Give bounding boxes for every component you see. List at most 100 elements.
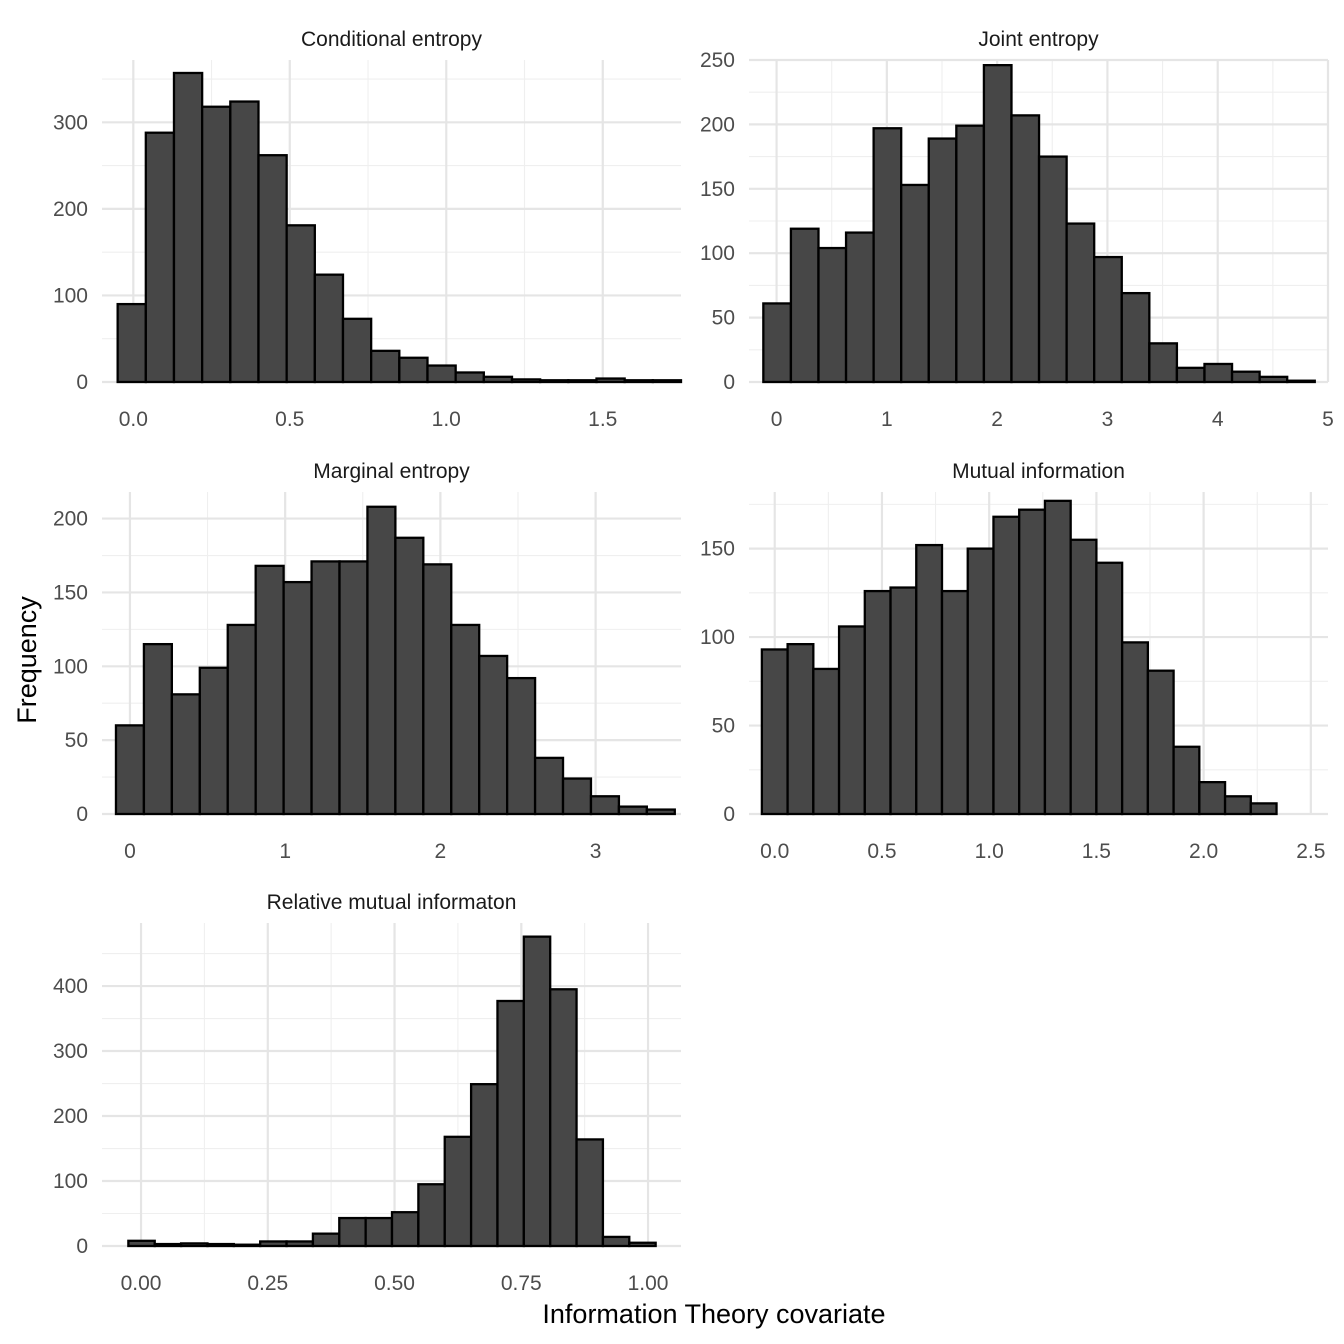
histogram-bar xyxy=(522,935,552,1248)
x-tick-label: 1.0 xyxy=(432,408,461,431)
histogram-bar xyxy=(1010,114,1041,384)
histogram-bar xyxy=(259,1240,288,1248)
x-axis-title: Information Theory covariate xyxy=(542,1299,885,1329)
histogram-bar xyxy=(628,1241,657,1248)
x-tick-label: 0.75 xyxy=(501,1272,542,1295)
y-tick-label: 0 xyxy=(76,1235,88,1258)
histogram-bar xyxy=(394,536,425,816)
y-tick-label: 50 xyxy=(712,715,735,738)
histogram-bar xyxy=(872,127,903,384)
panel-title: Mutual information xyxy=(952,460,1125,483)
histogram-bar xyxy=(313,273,345,384)
histogram-bar xyxy=(311,1232,341,1248)
histogram-bar xyxy=(172,71,204,384)
x-tick-label: 2.0 xyxy=(1189,840,1218,863)
histogram-bar xyxy=(575,1138,605,1248)
x-tick-label: 1.00 xyxy=(628,1272,669,1295)
histogram-bar xyxy=(285,1240,315,1248)
histogram-bar xyxy=(549,988,578,1248)
histogram-bar xyxy=(915,543,944,816)
histogram-bar xyxy=(198,666,229,816)
y-tick-label: 250 xyxy=(700,49,735,72)
histogram-bar xyxy=(567,379,598,384)
histogram-bar xyxy=(454,371,485,384)
histogram-bar xyxy=(282,580,313,816)
x-tick-label: 0.00 xyxy=(121,1272,162,1295)
histogram-bar xyxy=(645,808,676,816)
histogram-bar xyxy=(469,1083,499,1248)
histogram-bar xyxy=(1286,379,1316,384)
x-tick-label: 4 xyxy=(1212,408,1224,431)
x-tick-label: 0.5 xyxy=(275,408,304,431)
y-tick-label: 200 xyxy=(53,198,88,221)
y-tick-label: 100 xyxy=(53,1170,88,1193)
y-tick-label: 100 xyxy=(53,655,88,678)
histogram-bar xyxy=(179,1242,209,1248)
x-tick-label: 1.0 xyxy=(975,840,1004,863)
histogram-bar xyxy=(496,999,525,1248)
histogram-bar xyxy=(760,648,789,816)
histogram-bar xyxy=(762,302,793,384)
histogram-bar xyxy=(170,693,201,816)
histogram-bar xyxy=(1198,781,1227,816)
x-tick-label: 3 xyxy=(590,840,602,863)
y-tick-label: 100 xyxy=(700,242,735,265)
x-tick-label: 0.25 xyxy=(247,1272,288,1295)
y-axis-title: Frequency xyxy=(12,596,42,724)
histogram-bar xyxy=(1065,222,1096,384)
histogram-bar xyxy=(232,1243,262,1248)
x-tick-label: 1 xyxy=(881,408,893,431)
histogram-bar xyxy=(1175,366,1206,384)
histogram-bar xyxy=(651,379,683,384)
histogram-bar xyxy=(1249,802,1278,816)
histogram-bar xyxy=(310,560,341,816)
x-tick-label: 5 xyxy=(1322,408,1334,431)
histogram-bar xyxy=(254,564,285,816)
histogram-bar xyxy=(900,183,930,384)
x-tick-label: 3 xyxy=(1102,408,1114,431)
x-tick-label: 2.5 xyxy=(1296,840,1325,863)
histogram-bar xyxy=(1148,342,1179,384)
histogram-bar xyxy=(257,154,288,384)
histogram-bar xyxy=(226,623,257,816)
histogram-bar xyxy=(1203,362,1234,384)
histogram-bar xyxy=(595,377,626,384)
histogram-bar xyxy=(889,586,918,816)
y-tick-label: 50 xyxy=(712,307,735,330)
panel-marginal-entropy: Marginal entropy 0 50 100 150 200 0 1 2 3 xyxy=(53,460,681,863)
histogram-bar xyxy=(285,224,316,384)
histogram-bar xyxy=(589,795,621,816)
panel-conditional-entropy: Conditional entropy 0 100 200 300 0.0 0.5 1.0 1.… xyxy=(53,28,683,431)
panel-mutual-information: Mutual information 0 50 100 150 0.0 0.5 1.0 1.5 2… xyxy=(700,460,1328,863)
y-tick-label: 200 xyxy=(53,508,88,531)
histogram-bar xyxy=(1093,255,1123,384)
histogram-bar xyxy=(144,131,176,384)
panel-relative-mutual-informaton: Relative mutual informaton 0 100 200 300 400 0… xyxy=(53,891,681,1295)
histogram-bar xyxy=(940,589,969,816)
histogram-bar xyxy=(812,667,841,816)
x-tick-label: 2 xyxy=(991,408,1003,431)
x-tick-label: 0 xyxy=(771,408,783,431)
y-tick-label: 0 xyxy=(723,803,735,826)
histogram-bar xyxy=(844,231,875,384)
histogram-bar xyxy=(927,137,958,384)
y-tick-label: 0 xyxy=(76,803,88,826)
x-tick-label: 0 xyxy=(124,840,136,863)
histogram-bar xyxy=(817,246,848,384)
y-tick-label: 50 xyxy=(65,729,88,752)
histogram-bar xyxy=(617,805,648,816)
histogram-bar xyxy=(422,563,453,816)
y-tick-label: 300 xyxy=(53,1040,88,1063)
histogram-bar xyxy=(510,378,542,384)
histogram-bar xyxy=(142,642,174,816)
histogram-bar xyxy=(623,379,654,384)
x-tick-label: 1.5 xyxy=(1082,840,1111,863)
histogram-bar xyxy=(398,356,429,384)
y-tick-label: 300 xyxy=(53,111,88,134)
histogram-bar xyxy=(1258,375,1289,384)
histogram-bar xyxy=(366,505,397,816)
y-tick-label: 400 xyxy=(53,975,88,998)
histogram-bar xyxy=(1230,370,1261,384)
y-tick-label: 150 xyxy=(700,178,735,201)
